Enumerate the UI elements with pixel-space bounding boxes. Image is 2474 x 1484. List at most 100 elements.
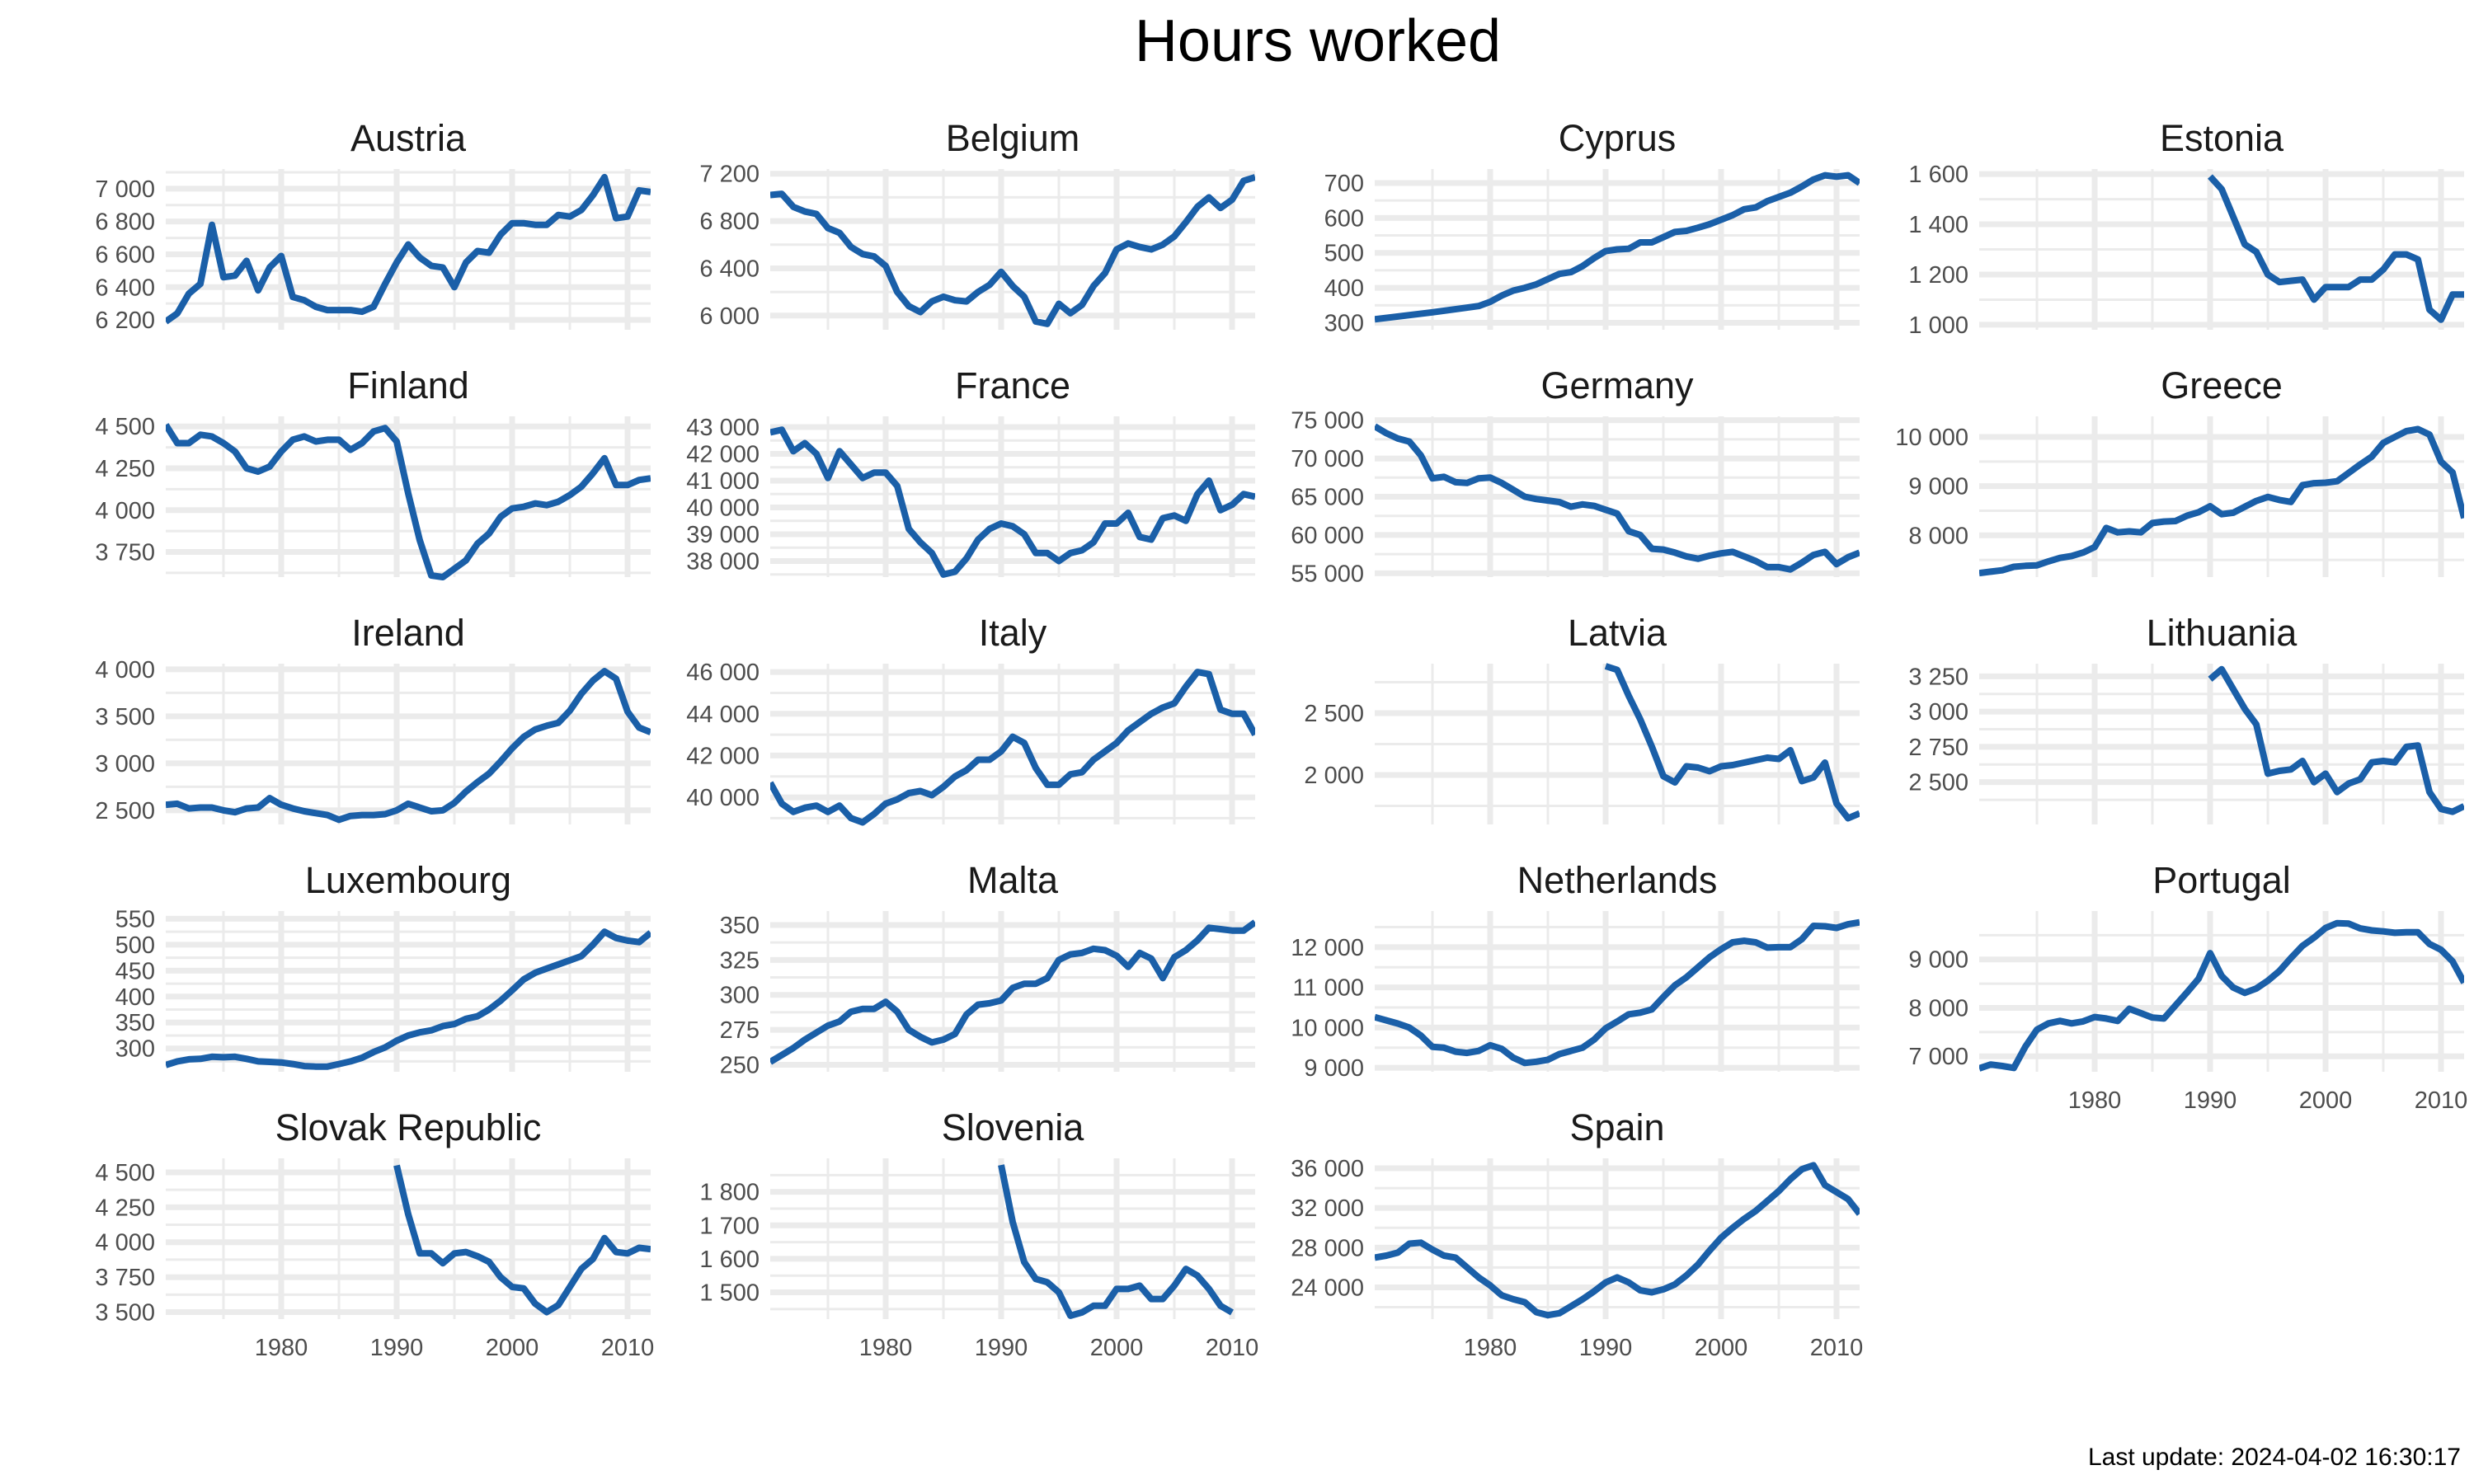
y-tick-label: 4 000 bbox=[95, 1230, 155, 1256]
y-tick-label: 44 000 bbox=[686, 702, 760, 728]
panel-title-portugal: Portugal bbox=[2152, 859, 2291, 901]
y-tick-label: 550 bbox=[115, 906, 155, 932]
last-update-footer: Last update: 2024-04-02 16:30:17 bbox=[2088, 1444, 2461, 1471]
y-tick-label: 275 bbox=[720, 1017, 760, 1044]
y-tick-label: 6 800 bbox=[699, 209, 760, 235]
y-tick-label: 7 000 bbox=[95, 176, 155, 203]
y-tick-label: 9 000 bbox=[1908, 474, 1968, 500]
panel-lithuania: Lithuania 2 500 2 750 3 000 3 250 bbox=[1908, 612, 2464, 824]
panel-title-estonia: Estonia bbox=[2160, 117, 2284, 159]
y-tick-label: 38 000 bbox=[686, 549, 760, 575]
panel-slovak-republic: Slovak Republic 3 500 3 750 4 000 4 250 4 500… bbox=[95, 1106, 654, 1361]
y-tick-label: 43 000 bbox=[686, 415, 760, 441]
y-tick-label: 4 000 bbox=[95, 657, 155, 683]
panel-netherlands: Netherlands 9 000 10 000 11 000 12 000 bbox=[1291, 859, 1860, 1082]
y-tick-label: 6 400 bbox=[699, 256, 760, 282]
y-tick-label: 42 000 bbox=[686, 442, 760, 468]
x-tick-label: 2010 bbox=[1206, 1335, 1259, 1361]
y-tick-label: 3 750 bbox=[95, 540, 155, 566]
y-tick-label: 2 500 bbox=[1908, 770, 1968, 796]
series-line-lithuania bbox=[2208, 665, 2464, 815]
y-tick-label: 65 000 bbox=[1291, 485, 1364, 511]
facet-panels: Austria 6 200 6 400 6 600 6 800 7 000 Belgium 6… bbox=[95, 117, 2467, 1361]
series-line-belgium bbox=[770, 174, 1255, 327]
y-tick-label: 500 bbox=[115, 932, 155, 959]
y-tick-label: 700 bbox=[1324, 171, 1364, 197]
y-tick-label: 40 000 bbox=[686, 495, 760, 522]
y-tick-label: 400 bbox=[1324, 275, 1364, 302]
series-line-slovenia bbox=[998, 1164, 1235, 1319]
y-tick-label: 600 bbox=[1324, 205, 1364, 232]
y-tick-label: 28 000 bbox=[1291, 1235, 1364, 1261]
y-tick-label: 40 000 bbox=[686, 785, 760, 811]
y-tick-label: 4 500 bbox=[95, 414, 155, 440]
series-line-austria bbox=[166, 173, 651, 325]
panel-latvia: Latvia 2 000 2 500 bbox=[1304, 612, 1860, 824]
x-tick-label: 1990 bbox=[1579, 1335, 1633, 1361]
y-tick-label: 7 000 bbox=[1908, 1044, 1968, 1070]
y-tick-label: 6 000 bbox=[699, 303, 760, 330]
panel-title-france: France bbox=[955, 364, 1070, 406]
y-tick-label: 1 600 bbox=[1908, 162, 1968, 188]
y-tick-label: 32 000 bbox=[1291, 1195, 1364, 1222]
y-tick-label: 24 000 bbox=[1291, 1275, 1364, 1301]
y-tick-label: 1 400 bbox=[1908, 212, 1968, 238]
y-tick-label: 3 250 bbox=[1908, 664, 1968, 690]
panel-germany: Germany 55 000 60 000 65 000 70 000 75 000 bbox=[1291, 364, 1860, 587]
y-tick-label: 39 000 bbox=[686, 522, 760, 548]
y-tick-label: 2 000 bbox=[1304, 763, 1364, 789]
panel-title-finland: Finland bbox=[347, 364, 469, 406]
x-tick-label: 1990 bbox=[2184, 1087, 2237, 1114]
series-line-netherlands bbox=[1375, 918, 1860, 1067]
y-tick-label: 6 800 bbox=[95, 209, 155, 236]
y-tick-label: 3 750 bbox=[95, 1265, 155, 1291]
x-tick-label: 1980 bbox=[859, 1335, 913, 1361]
x-tick-label: 2000 bbox=[1090, 1335, 1144, 1361]
x-tick-label: 1980 bbox=[255, 1335, 308, 1361]
y-tick-label: 70 000 bbox=[1291, 446, 1364, 472]
panel-slovenia: Slovenia 1 500 1 600 1 700 1 800 1980 1990 2000… bbox=[699, 1106, 1258, 1361]
y-tick-label: 9 000 bbox=[1304, 1055, 1364, 1082]
panel-spain: Spain 24 000 28 000 32 000 36 000 1980 1990 200… bbox=[1291, 1106, 1863, 1361]
y-tick-label: 2 500 bbox=[1304, 701, 1364, 727]
y-tick-label: 9 000 bbox=[1908, 947, 1968, 974]
y-tick-label: 450 bbox=[115, 958, 155, 984]
series-line-ireland bbox=[166, 668, 651, 824]
panel-belgium: Belgium 6 000 6 400 6 800 7 200 bbox=[699, 117, 1255, 330]
y-tick-label: 1 200 bbox=[1908, 262, 1968, 289]
y-tick-label: 1 000 bbox=[1908, 312, 1968, 339]
y-tick-label: 1 600 bbox=[699, 1247, 760, 1273]
y-tick-label: 350 bbox=[115, 1010, 155, 1036]
y-tick-label: 3 500 bbox=[95, 704, 155, 730]
series-line-spain bbox=[1375, 1162, 1860, 1319]
y-tick-label: 4 250 bbox=[95, 1195, 155, 1221]
y-tick-label: 3 500 bbox=[95, 1300, 155, 1327]
y-tick-label: 2 500 bbox=[95, 798, 155, 824]
x-tick-label: 1980 bbox=[1464, 1335, 1517, 1361]
panel-title-germany: Germany bbox=[1540, 364, 1694, 406]
y-tick-label: 4 500 bbox=[95, 1160, 155, 1186]
panel-italy: Italy 40 000 42 000 44 000 46 000 bbox=[686, 612, 1255, 826]
series-line-luxembourg bbox=[166, 928, 651, 1070]
panel-title-austria: Austria bbox=[350, 117, 467, 159]
panel-title-slovenia: Slovenia bbox=[942, 1106, 1085, 1148]
panel-title-ireland: Ireland bbox=[351, 612, 465, 654]
series-line-cyprus bbox=[1375, 171, 1860, 323]
x-tick-label: 2000 bbox=[486, 1335, 539, 1361]
panel-greece: Greece 8 000 9 000 10 000 bbox=[1895, 364, 2464, 577]
x-tick-label: 1990 bbox=[370, 1335, 424, 1361]
y-tick-label: 500 bbox=[1324, 241, 1364, 267]
y-tick-label: 11 000 bbox=[1292, 975, 1364, 1002]
y-tick-label: 6 200 bbox=[95, 308, 155, 334]
y-tick-label: 8 000 bbox=[1908, 523, 1968, 549]
y-tick-label: 6 400 bbox=[95, 275, 155, 301]
series-line-finland bbox=[166, 423, 651, 580]
y-tick-label: 1 500 bbox=[699, 1280, 760, 1307]
y-tick-label: 300 bbox=[115, 1036, 155, 1063]
y-tick-label: 6 600 bbox=[95, 242, 155, 268]
y-tick-label: 8 000 bbox=[1908, 995, 1968, 1021]
y-tick-label: 7 200 bbox=[699, 162, 760, 188]
